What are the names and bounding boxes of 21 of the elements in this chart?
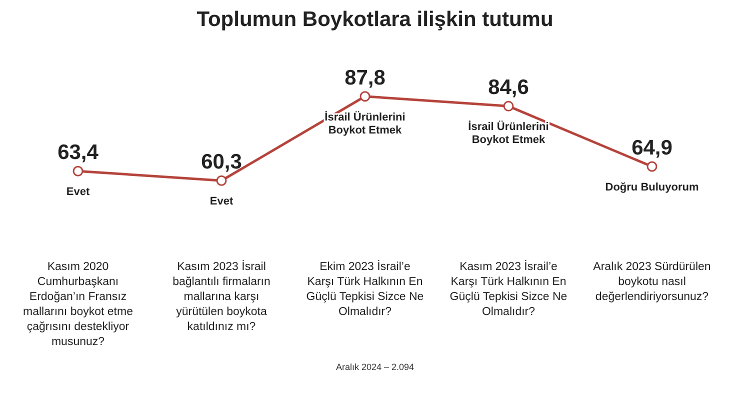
text: Aralık 2024 – 2.094: [334, 362, 416, 372]
x-tick-label: Ekim 2023 İsrail’e Karşı Türk Halkının En Güçlü Tepkisi Sizce Ne Olmalıdır?: [306, 260, 424, 318]
point: [360, 91, 370, 102]
chart-title: Toplumun Boykotlara ilişkin tutumu: [196, 8, 554, 33]
x-tick-label: Aralık 2023 Sürdürülen boykotu nasıl değerlendiriyorsunuz?: [593, 261, 711, 303]
data-label: 63,4: [58, 141, 99, 164]
data-label: 84,6: [488, 76, 529, 100]
annotation: Doğru Buluyorum: [605, 182, 699, 194]
x-tick-label: Kasım 2020 Cumhurbaşkanı Erdoğan’ın Fransız mallarını boykot etme çağrısını destekliyor musunuz?: [23, 261, 133, 348]
annotation: Evet: [66, 186, 90, 198]
point: [646, 161, 658, 172]
annotation: Evet: [210, 196, 234, 208]
annotation: İsrail Ürünlerini Boykot Etmek: [468, 120, 549, 146]
x-tick-label: Kasım 2023 İsrail’e Karşı Türk Halkının En Güçlü Tepkisi Sizce Ne Olmalıdır?: [450, 260, 568, 318]
data-label: 60,3: [201, 150, 242, 174]
data-label: 64,9: [632, 136, 672, 160]
x-tick-label: Kasım 2023 İsrail bağlantılı firmaların mallarına karşı yürütülen boykota katıldınız mı?: [172, 260, 270, 333]
data-label: 87,8: [344, 66, 386, 90]
point: [503, 100, 514, 112]
point: [72, 166, 84, 176]
point: [216, 175, 227, 186]
